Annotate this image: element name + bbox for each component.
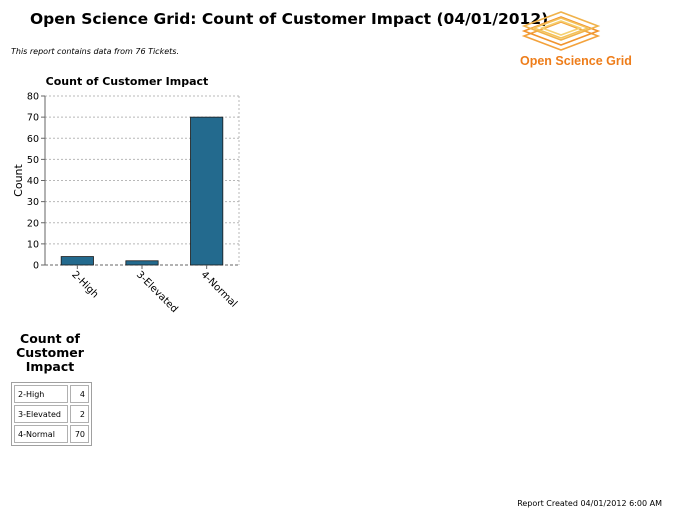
y-tick-label: 10 <box>27 239 39 250</box>
logo-text: Open Science Grid <box>520 54 632 68</box>
y-axis-label: Count <box>12 163 25 196</box>
osg-logo: Open Science Grid <box>516 10 636 70</box>
table-row: 3-Elevated 2 <box>14 405 89 423</box>
y-tick-label: 50 <box>27 155 39 166</box>
y-tick-label: 80 <box>27 92 39 103</box>
y-tick-label: 60 <box>27 134 39 145</box>
x-tick-label: 4-Normal <box>199 269 239 309</box>
bar <box>125 260 159 266</box>
table-title: Count of Customer Impact <box>16 331 84 374</box>
y-tick-label: 40 <box>27 176 39 187</box>
report-note: This report contains data from 76 Ticket… <box>11 47 179 56</box>
table-row: 4-Normal 70 <box>14 425 89 443</box>
y-tick-label: 20 <box>27 218 39 229</box>
y-tick-label: 30 <box>27 197 39 208</box>
bar-chart: Count of Customer Impact 0 10 20 30 40 50 60 70 8… <box>0 70 260 320</box>
chart-title: Count of Customer Impact <box>46 75 209 88</box>
table-row: 2-High 4 <box>14 385 89 403</box>
table-cell-label: 2-High <box>14 385 68 403</box>
bar <box>190 116 224 266</box>
report-created: Report Created 04/01/2012 6:00 AM <box>517 499 662 508</box>
table-cell-value: 4 <box>70 385 89 403</box>
report-title: Open Science Grid: Count of Customer Imp… <box>30 10 549 28</box>
bar-chart-svg: Count of Customer Impact 0 10 20 30 40 50 60 70 8… <box>12 75 240 315</box>
x-tick-label: 2-High <box>69 269 100 300</box>
table-cell-value: 70 <box>70 425 89 443</box>
table-cell-value: 2 <box>70 405 89 423</box>
y-tick-label: 70 <box>27 113 39 124</box>
bar <box>60 256 94 266</box>
osg-logo-icon <box>521 11 601 51</box>
y-tick-label: 0 <box>33 261 39 272</box>
table-cell-label: 4-Normal <box>14 425 68 443</box>
table-cell-label: 3-Elevated <box>14 405 68 423</box>
data-table: 2-High 4 3-Elevated 2 4-Normal 70 <box>11 382 92 446</box>
x-tick-label: 3-Elevated <box>134 269 180 315</box>
